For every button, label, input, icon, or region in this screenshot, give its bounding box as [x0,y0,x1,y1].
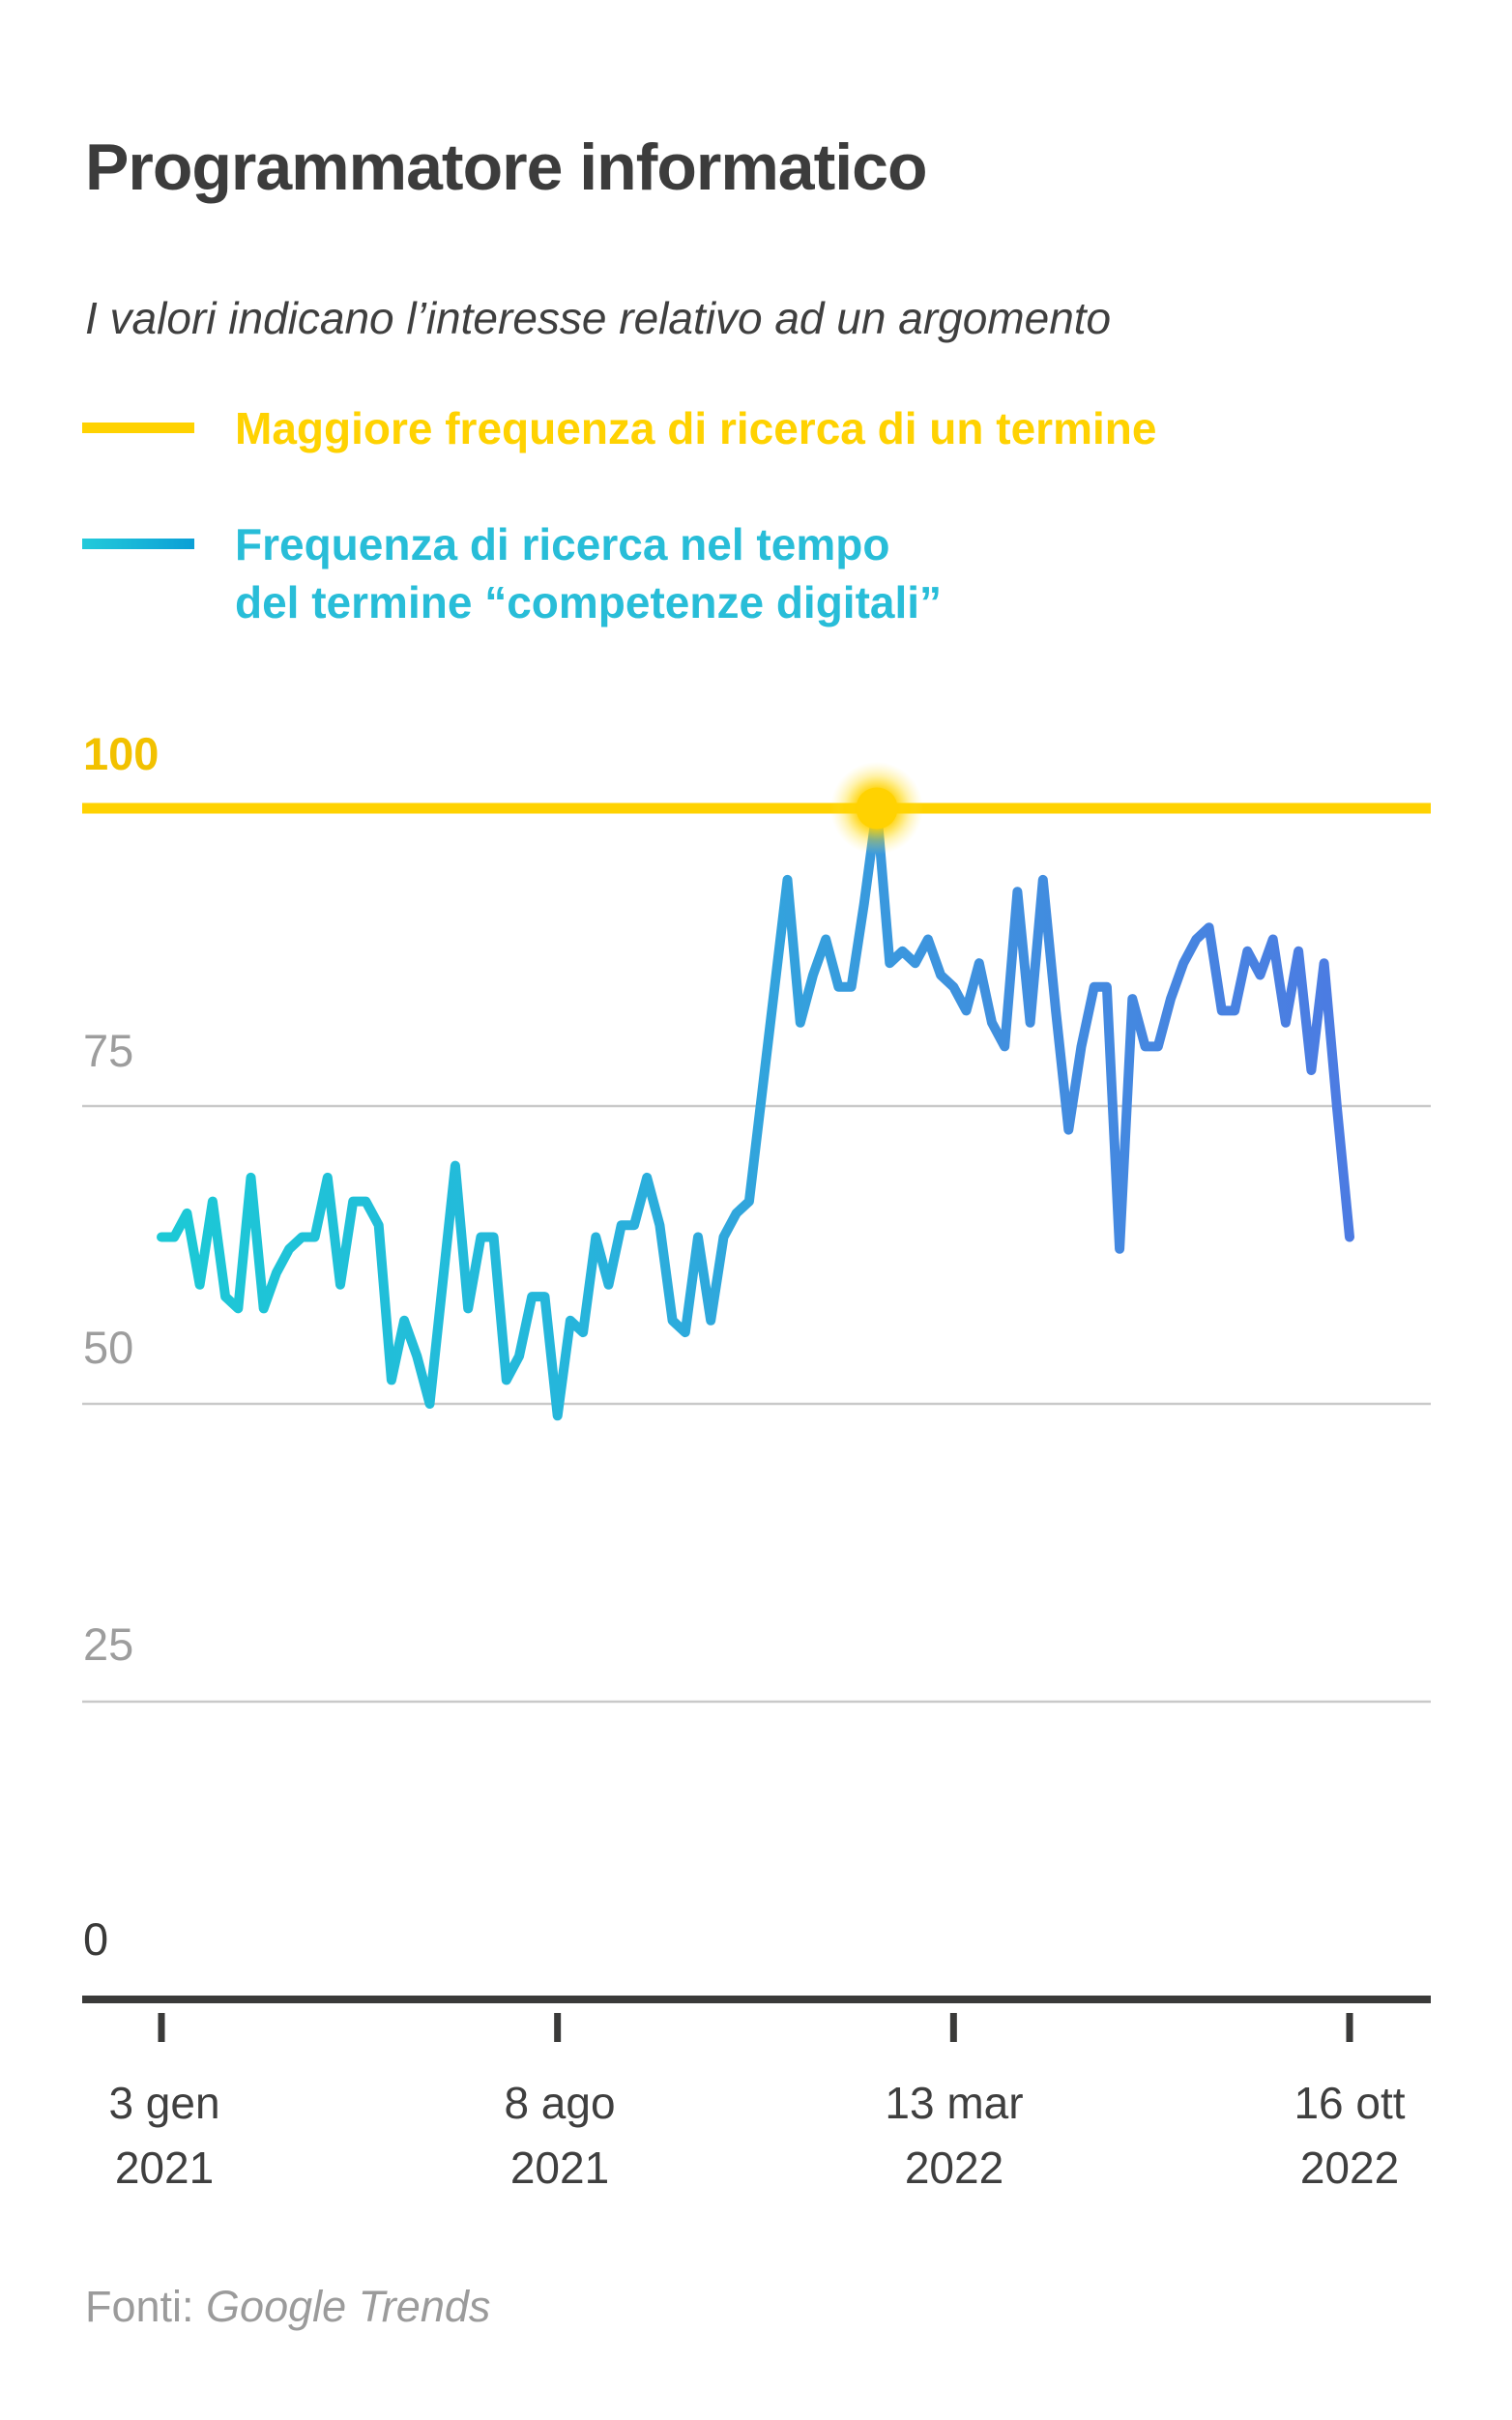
x-axis-label-3: 13 mar 2022 [885,2071,1023,2200]
legend-label-series-line1: Frequenza di ricerca nel tempo [235,519,890,569]
legend-label-max-frequency: Maggiore frequenza di ricerca di un term… [235,403,1157,453]
x-tick-date: 13 mar [885,2078,1024,2128]
max-point-dot [856,787,898,830]
x-tick-year: 2021 [509,2142,610,2193]
y-axis-label-100: 100 [83,728,160,779]
page-title: Programmatore informatico [85,131,928,204]
chart-subtitle: I valori indicano l’interesse relativo a… [85,293,1112,343]
legend-swatch-series-line [82,539,194,549]
y-axis-label-0: 0 [83,1913,109,1965]
legend-label-series-line2: del termine “competenze digitali” [235,576,943,627]
legend-swatch-yellow-line [82,423,194,433]
x-axis-label-2: 8 ago 2021 [504,2071,615,2200]
x-tick-year: 2021 [114,2142,215,2193]
legend-label-series: Frequenza di ricerca nel tempo del termi… [235,516,942,632]
x-tick-year: 2022 [1299,2142,1400,2193]
series-line-competenze-digitali [157,803,1354,1421]
source-name: Google Trends [206,2282,491,2331]
y-axis-label-75: 75 [83,1025,134,1076]
source-prefix: Fonti: [85,2282,207,2331]
y-axis-label-50: 50 [83,1322,134,1373]
x-tick-year: 2022 [904,2142,1004,2193]
x-axis-label-4: 16 ott 2022 [1294,2071,1405,2200]
x-tick-date: 8 ago [504,2078,616,2128]
y-axis-label-25: 25 [83,1618,134,1670]
x-tick-date: 16 ott [1294,2078,1406,2128]
x-axis-label-1: 3 gen 2021 [108,2071,219,2200]
source-note: Fonti: Google Trends [85,2282,490,2332]
x-tick-date: 3 gen [108,2078,220,2128]
